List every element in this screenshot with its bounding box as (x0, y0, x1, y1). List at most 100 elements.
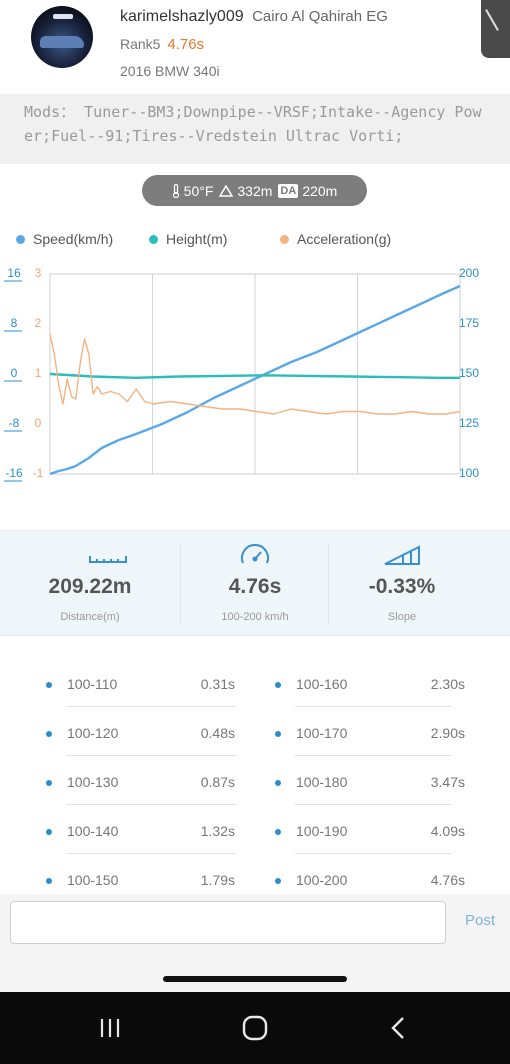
comment-bar: Post (0, 894, 510, 956)
height-tick-label: 0 (11, 366, 18, 380)
list-item: 100-130 0.87s (46, 774, 235, 794)
series-line-height (49, 372, 460, 380)
bullet (275, 878, 281, 884)
list-item: 100-120 0.48s (46, 725, 235, 745)
rank-label: Rank5 (120, 36, 161, 52)
list-item: 100-190 4.09s (275, 823, 465, 843)
legend-dot (149, 234, 158, 244)
series-line-speed (49, 284, 461, 476)
density-altitude-label: DA (278, 183, 299, 198)
altitude: 332m (237, 182, 273, 199)
bullet (46, 731, 52, 737)
legend-dot (280, 234, 289, 244)
thermometer-icon (172, 183, 179, 198)
slope-label: Slope (387, 611, 417, 623)
user-info: karimelshazly009 Cairo Al Qahirah EG (120, 8, 388, 26)
bullet (46, 878, 52, 884)
list-item: 100-140 1.32s (46, 823, 235, 843)
time-value: 4.76s (228, 575, 282, 598)
divider (328, 545, 329, 623)
home-button[interactable] (205, 992, 305, 1064)
recent-apps-icon (100, 1019, 120, 1037)
conditions-pill: 50°F 332m DA 220m (142, 175, 367, 206)
list-item: 100-110 0.31s (46, 676, 235, 696)
avatar[interactable] (31, 6, 93, 68)
speed-tick-label: 100 (459, 466, 479, 480)
density-altitude: 220m (302, 182, 338, 199)
slope-value: -0.33% (368, 575, 436, 598)
height-tick-label: -16 (5, 466, 23, 480)
speed-tick-label: 200 (459, 266, 479, 280)
divider (66, 804, 236, 805)
bullet (275, 682, 281, 688)
gesture-area (0, 956, 510, 992)
rank-time: 4.76s (167, 36, 205, 53)
slope-icon (384, 545, 420, 565)
list-item: 100-200 4.76s (275, 872, 465, 892)
divider (180, 545, 181, 623)
accel-tick-label: 2 (35, 316, 42, 330)
corner-menu-button[interactable] (481, 0, 510, 58)
legend-height[interactable]: Height(m) (149, 231, 227, 247)
back-icon (391, 1017, 404, 1039)
list-item: 100-160 2.30s (275, 676, 465, 696)
height-tick-label: 8 (11, 316, 18, 330)
series-line-accel (49, 333, 461, 415)
accel-tick-label: 3 (35, 266, 42, 280)
speed-tick-label: 175 (459, 316, 479, 330)
chart-svg: 16 8 0 -8 -16 3 2 1 0 -1 200 175 150 125 100 (4, 266, 479, 482)
legend-acceleration[interactable]: Acceleration(g) (280, 231, 391, 247)
recent-apps-button[interactable] (60, 992, 160, 1064)
header: karimelshazly009 Cairo Al Qahirah EG Ran… (0, 0, 510, 94)
divider (295, 706, 451, 707)
bullet (275, 731, 281, 737)
divider (66, 755, 236, 756)
height-tick-label: 16 (7, 266, 21, 280)
car-model: 2016 BMW 340i (120, 63, 220, 79)
accel-tick-label: 1 (35, 366, 42, 380)
stats-panel: 209.22m Distance(m) 4.76s 100-200 km/h (0, 530, 510, 636)
legend-speed[interactable]: Speed(km/h) (16, 231, 113, 247)
list-item: 100-150 1.79s (46, 872, 235, 892)
mods-list: Mods： Tuner--BM3;Downpipe--VRSF;Intake--… (0, 94, 510, 164)
divider (295, 853, 451, 854)
divider (66, 706, 236, 707)
back-button[interactable] (348, 992, 448, 1064)
accel-tick-label: -1 (33, 466, 44, 480)
username[interactable]: karimelshazly009 (120, 8, 244, 25)
speed-tick-label: 125 (459, 416, 479, 430)
accel-tick-label: 0 (35, 416, 42, 430)
distance-label: Distance(m) (60, 611, 120, 623)
rank: Rank5 4.76s (120, 36, 204, 53)
chart-legend: Speed(km/h) Height(m) Acceleration(g) (0, 231, 510, 251)
bullet (46, 829, 52, 835)
split-times-list: 100-110 0.31s 100-120 0.48s 100-130 0.87… (0, 660, 510, 895)
bullet (275, 780, 281, 786)
gesture-handle[interactable] (163, 976, 347, 982)
time-label: 100-200 km/h (221, 611, 289, 623)
post-button[interactable]: Post (456, 912, 504, 929)
stat-slope: -0.33% Slope (317, 531, 487, 637)
mountain-icon (219, 184, 234, 197)
run-chart: 16 8 0 -8 -16 3 2 1 0 -1 200 175 150 125 100 (0, 260, 510, 485)
divider (295, 804, 451, 805)
home-icon (242, 1015, 268, 1041)
comment-input[interactable] (10, 901, 446, 944)
system-nav-bar (0, 992, 510, 1064)
temperature: 50°F (183, 182, 214, 199)
bullet (46, 682, 52, 688)
bullet (46, 780, 52, 786)
speed-tick-label: 150 (459, 366, 479, 380)
bullet (275, 829, 281, 835)
distance-ruler-icon (89, 556, 127, 563)
list-item: 100-170 2.90s (275, 725, 465, 745)
divider (295, 755, 451, 756)
speedometer-icon (241, 544, 269, 564)
distance-value: 209.22m (48, 575, 132, 598)
height-tick-label: -8 (9, 416, 20, 430)
list-item: 100-180 3.47s (275, 774, 465, 794)
stat-time: 4.76s 100-200 km/h (170, 531, 340, 637)
stat-distance: 209.22m Distance(m) (5, 531, 175, 637)
legend-dot (16, 234, 25, 244)
